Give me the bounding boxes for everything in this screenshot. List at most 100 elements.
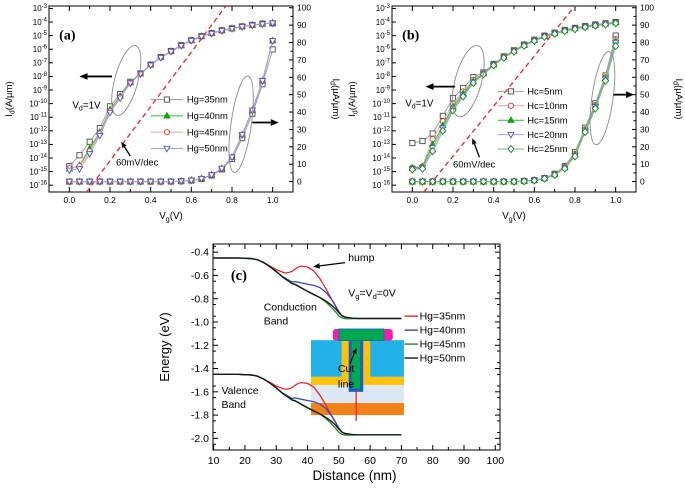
series-log-Hc=15nm — [408, 18, 620, 171]
legend-label: Hg=45nm — [420, 338, 466, 350]
slope-label: 60mV/dec — [453, 159, 496, 170]
legend-label: Hc=15nm — [527, 114, 568, 125]
y-left-tick-label: 10-11 — [30, 113, 48, 122]
legend-label: Hc=5nm — [527, 86, 562, 97]
right-axis-arrow — [613, 91, 634, 99]
series-line — [412, 42, 617, 183]
y-left-tick-label: 10-4 — [376, 17, 391, 26]
y-right-tick-label: 30 — [640, 124, 650, 134]
x-tick-label: 100 — [487, 455, 505, 467]
y-right-tick-label: 20 — [640, 142, 650, 152]
series-log-Hc=25nm — [408, 19, 620, 174]
x-tick-label: 0.4 — [145, 195, 157, 205]
x-tick-label: 10 — [208, 455, 220, 467]
x-tick-label: 0.8 — [226, 195, 238, 205]
sixty-mv-dec-line — [423, 6, 576, 192]
y-left-tick-label: 10-12 — [372, 126, 390, 135]
series-line — [69, 22, 273, 170]
x-tick-label: 50 — [333, 455, 345, 467]
left-axis-arrow — [425, 83, 456, 90]
y-tick-label: -2.0 — [191, 433, 209, 445]
series-line — [68, 22, 273, 167]
hump-label: hump — [348, 252, 374, 264]
y-tick-label: -1.4 — [191, 363, 209, 375]
y-right-tick-label: 90 — [297, 20, 307, 30]
legend-label: Hg=40nm — [187, 110, 228, 121]
y-right-tick-label: 40 — [297, 107, 307, 117]
panel-c-axes: 10 20 30 40 50 60 70 80 90 100 -2.0 -1.8 -1.6 -1.4 -1.… — [191, 243, 505, 467]
y-right-tick-label: 90 — [640, 20, 650, 30]
right-axis-arrow — [252, 119, 279, 126]
series-line — [69, 22, 273, 169]
series-lin-Hc=25nm — [408, 41, 620, 186]
slope-label: 60mV/dec — [116, 156, 159, 167]
y-left-tick-label: 10-8 — [33, 72, 48, 81]
y-right-tick-label: 80 — [297, 38, 307, 48]
x-tick-label: 90 — [458, 455, 470, 467]
legend-label: Hc=20nm — [527, 129, 568, 140]
y-tick-label: -1.6 — [191, 386, 209, 398]
legend-label: Hc=25nm — [527, 143, 568, 154]
y-axis-title: Energy (eV) — [157, 312, 172, 381]
panel-tag: (c) — [231, 268, 247, 284]
y-axis-left-title: Id(A/µm) — [347, 81, 359, 117]
y-left-tick-label: 10-6 — [376, 45, 391, 54]
panel-a-axes: 0.0 0.2 0.4 0.6 0.8 1.0 10-3 10-4 10-5 10-6 10-7 10… — [29, 3, 311, 205]
log-curves-ellipse — [111, 45, 142, 116]
x-tick-label: 0.0 — [64, 195, 76, 205]
log-curves-ellipse — [451, 45, 485, 118]
series-line — [412, 40, 617, 183]
y-tick-label: -0.6 — [191, 270, 209, 282]
x-tick-label: 0.6 — [186, 195, 198, 205]
y-left-tick-label: 10-8 — [376, 72, 391, 81]
y-right-tick-label: 60 — [640, 72, 650, 82]
y-left-tick-label: 10-6 — [33, 45, 48, 54]
inset-gate-vertical — [351, 340, 361, 389]
slope-arrow — [472, 138, 481, 158]
cut-line-label: Cut — [338, 363, 354, 375]
y-right-tick-label: 100 — [297, 3, 311, 13]
x-tick-label: 40 — [302, 455, 314, 467]
y-tick-label: -1.8 — [191, 410, 209, 422]
y-tick-label: -1.2 — [191, 340, 209, 352]
y-left-tick-label: 10-4 — [33, 17, 48, 26]
panel-c-band-diagram: 10 20 30 40 50 60 70 80 90 100 -2.0 -1.8 -1.6 -1.4 -1.… — [157, 243, 505, 483]
inset-buffer — [310, 384, 404, 404]
y-left-tick-label: 10-16 — [372, 181, 390, 190]
x-tick-label: 1.0 — [267, 195, 279, 205]
y-left-tick-label: 10-3 — [376, 4, 391, 13]
legend-title: Vg=Vd=0V — [348, 287, 396, 301]
y-right-tick-label: 10 — [297, 159, 307, 169]
cut-line-label: line — [338, 379, 355, 391]
y-left-tick-label: 10-5 — [33, 31, 48, 40]
y-axis-left-title: Id(A/µm) — [4, 81, 16, 117]
x-tick-label: 0.6 — [529, 195, 541, 205]
legend-label: Hg=45nm — [187, 126, 228, 137]
inset-oxide-left — [341, 340, 350, 377]
series-line — [412, 22, 616, 169]
y-tick-label: -1.0 — [191, 317, 209, 329]
legend-label: Hg=50nm — [420, 352, 466, 364]
series-lin-Hg=50nm — [65, 38, 277, 186]
y-left-tick-label: 10-14 — [29, 153, 47, 162]
y-right-tick-label: 0 — [297, 177, 302, 187]
inset-substrate — [310, 403, 404, 416]
y-right-tick-label: 50 — [297, 90, 307, 100]
inset-oxide-right — [362, 340, 371, 377]
legend-label: Hc=10nm — [527, 100, 568, 111]
y-left-tick-label: 10-7 — [33, 58, 48, 67]
y-right-tick-label: 40 — [640, 107, 650, 117]
x-tick-label: 0.2 — [104, 195, 116, 205]
panel-a-legend: Hg=35nm Hg=40nm Hg=45nm Hg=50nm — [150, 94, 228, 154]
panel-b-axes: 0.0 0.2 0.4 0.6 0.8 1.0 10-3 10-4 10-5 10-6 10-7 10… — [372, 3, 654, 205]
legend-label: Hg=35nm — [187, 94, 228, 105]
y-left-tick-label: 10-10 — [372, 99, 390, 108]
y-left-tick-label: 10-15 — [29, 167, 47, 176]
y-left-tick-label: 10-10 — [29, 99, 47, 108]
series-lin-Hc=20nm — [408, 39, 620, 186]
y-right-tick-label: 0 — [640, 177, 645, 187]
x-tick-label: 80 — [427, 455, 439, 467]
y-tick-label: -0.4 — [191, 247, 209, 259]
lin-curves-ellipse — [228, 75, 254, 173]
